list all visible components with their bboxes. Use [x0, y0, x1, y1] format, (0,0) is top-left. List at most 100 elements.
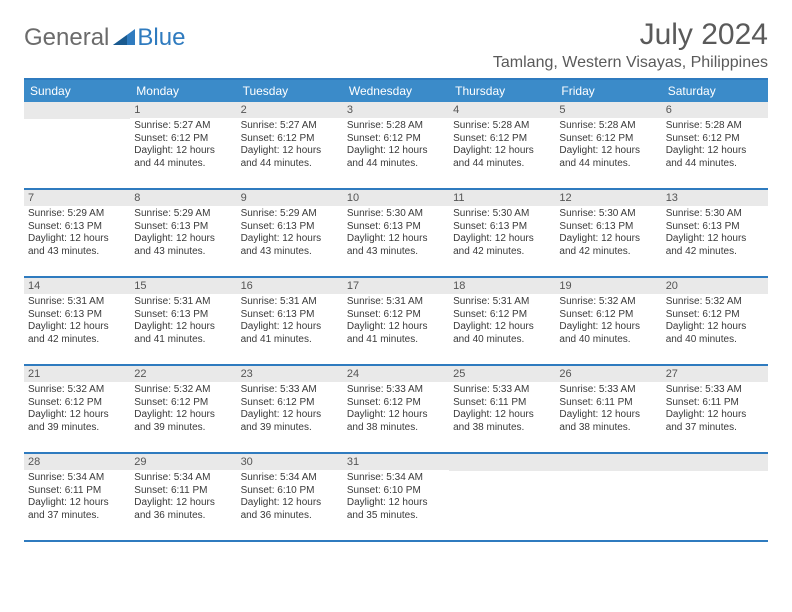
- day-number: 5: [555, 102, 661, 118]
- calendar-day-cell: 30Sunrise: 5:34 AMSunset: 6:10 PMDayligh…: [237, 454, 343, 540]
- daylight-text: Daylight: 12 hours and 43 minutes.: [134, 233, 232, 258]
- calendar-day-cell: 31Sunrise: 5:34 AMSunset: 6:10 PMDayligh…: [343, 454, 449, 540]
- daylight-text: Daylight: 12 hours and 40 minutes.: [559, 321, 657, 346]
- day-number: 13: [662, 190, 768, 206]
- daylight-text: Daylight: 12 hours and 44 minutes.: [347, 145, 445, 170]
- sunset-text: Sunset: 6:11 PM: [559, 397, 657, 410]
- day-number: 26: [555, 366, 661, 382]
- sunrise-text: Sunrise: 5:30 AM: [347, 208, 445, 221]
- daylight-text: Daylight: 12 hours and 41 minutes.: [241, 321, 339, 346]
- day-number: 3: [343, 102, 449, 118]
- calendar-day-cell: 24Sunrise: 5:33 AMSunset: 6:12 PMDayligh…: [343, 366, 449, 452]
- sunrise-text: Sunrise: 5:30 AM: [666, 208, 764, 221]
- day-body: Sunrise: 5:33 AMSunset: 6:12 PMDaylight:…: [237, 382, 343, 438]
- calendar-day-cell: 7Sunrise: 5:29 AMSunset: 6:13 PMDaylight…: [24, 190, 130, 276]
- sunset-text: Sunset: 6:12 PM: [134, 397, 232, 410]
- logo: General Blue: [24, 18, 185, 52]
- day-body: [555, 471, 661, 477]
- day-body: Sunrise: 5:30 AMSunset: 6:13 PMDaylight:…: [343, 206, 449, 262]
- day-number: [449, 454, 555, 471]
- page-subtitle: Tamlang, Western Visayas, Philippines: [493, 54, 768, 72]
- sunrise-text: Sunrise: 5:34 AM: [134, 472, 232, 485]
- calendar-week-row: 28Sunrise: 5:34 AMSunset: 6:11 PMDayligh…: [24, 454, 768, 542]
- sunrise-text: Sunrise: 5:31 AM: [134, 296, 232, 309]
- calendar-day-cell: 11Sunrise: 5:30 AMSunset: 6:13 PMDayligh…: [449, 190, 555, 276]
- sunrise-text: Sunrise: 5:31 AM: [453, 296, 551, 309]
- daylight-text: Daylight: 12 hours and 43 minutes.: [241, 233, 339, 258]
- sunrise-text: Sunrise: 5:32 AM: [666, 296, 764, 309]
- day-number: [24, 102, 130, 119]
- day-number: 11: [449, 190, 555, 206]
- daylight-text: Daylight: 12 hours and 36 minutes.: [241, 497, 339, 522]
- daylight-text: Daylight: 12 hours and 42 minutes.: [453, 233, 551, 258]
- calendar-week-row: 14Sunrise: 5:31 AMSunset: 6:13 PMDayligh…: [24, 278, 768, 366]
- sunset-text: Sunset: 6:13 PM: [241, 221, 339, 234]
- day-body: Sunrise: 5:28 AMSunset: 6:12 PMDaylight:…: [662, 118, 768, 174]
- day-body: Sunrise: 5:31 AMSunset: 6:12 PMDaylight:…: [449, 294, 555, 350]
- weekday-header: Tuesday: [237, 80, 343, 102]
- daylight-text: Daylight: 12 hours and 37 minutes.: [28, 497, 126, 522]
- day-body: Sunrise: 5:34 AMSunset: 6:11 PMDaylight:…: [24, 470, 130, 526]
- calendar-week-row: 7Sunrise: 5:29 AMSunset: 6:13 PMDaylight…: [24, 190, 768, 278]
- day-body: [449, 471, 555, 477]
- daylight-text: Daylight: 12 hours and 42 minutes.: [666, 233, 764, 258]
- daylight-text: Daylight: 12 hours and 37 minutes.: [666, 409, 764, 434]
- daylight-text: Daylight: 12 hours and 44 minutes.: [241, 145, 339, 170]
- sunset-text: Sunset: 6:12 PM: [453, 309, 551, 322]
- sunrise-text: Sunrise: 5:27 AM: [241, 120, 339, 133]
- page-header: General Blue July 2024 Tamlang, Western …: [24, 18, 768, 72]
- day-number: 9: [237, 190, 343, 206]
- day-number: 8: [130, 190, 236, 206]
- calendar-week-row: 1Sunrise: 5:27 AMSunset: 6:12 PMDaylight…: [24, 102, 768, 190]
- day-number: 22: [130, 366, 236, 382]
- calendar-day-cell: 2Sunrise: 5:27 AMSunset: 6:12 PMDaylight…: [237, 102, 343, 188]
- sunset-text: Sunset: 6:12 PM: [666, 309, 764, 322]
- daylight-text: Daylight: 12 hours and 39 minutes.: [241, 409, 339, 434]
- day-number: 28: [24, 454, 130, 470]
- day-number: 12: [555, 190, 661, 206]
- daylight-text: Daylight: 12 hours and 44 minutes.: [134, 145, 232, 170]
- day-body: Sunrise: 5:32 AMSunset: 6:12 PMDaylight:…: [130, 382, 236, 438]
- page-title: July 2024: [493, 18, 768, 52]
- weekday-header: Wednesday: [343, 80, 449, 102]
- sunset-text: Sunset: 6:11 PM: [28, 485, 126, 498]
- daylight-text: Daylight: 12 hours and 36 minutes.: [134, 497, 232, 522]
- sunrise-text: Sunrise: 5:29 AM: [241, 208, 339, 221]
- day-number: 23: [237, 366, 343, 382]
- calendar-day-cell: 28Sunrise: 5:34 AMSunset: 6:11 PMDayligh…: [24, 454, 130, 540]
- sunrise-text: Sunrise: 5:31 AM: [241, 296, 339, 309]
- day-body: Sunrise: 5:30 AMSunset: 6:13 PMDaylight:…: [555, 206, 661, 262]
- daylight-text: Daylight: 12 hours and 40 minutes.: [453, 321, 551, 346]
- day-number: [662, 454, 768, 471]
- day-number: 7: [24, 190, 130, 206]
- daylight-text: Daylight: 12 hours and 42 minutes.: [28, 321, 126, 346]
- day-number: 19: [555, 278, 661, 294]
- calendar-day-cell: 5Sunrise: 5:28 AMSunset: 6:12 PMDaylight…: [555, 102, 661, 188]
- logo-sail-icon: [113, 29, 135, 45]
- sunset-text: Sunset: 6:11 PM: [134, 485, 232, 498]
- sunset-text: Sunset: 6:13 PM: [666, 221, 764, 234]
- day-number: 25: [449, 366, 555, 382]
- calendar-day-cell: 18Sunrise: 5:31 AMSunset: 6:12 PMDayligh…: [449, 278, 555, 364]
- weekday-header: Saturday: [662, 80, 768, 102]
- logo-text-general: General: [24, 24, 109, 52]
- sunset-text: Sunset: 6:12 PM: [347, 397, 445, 410]
- day-number: 31: [343, 454, 449, 470]
- calendar-day-cell: 13 Sunrise: 5:30 AMSunset: 6:13 PMDayligh…: [662, 190, 768, 276]
- calendar-day-cell: 15Sunrise: 5:31 AMSunset: 6:13 PMDayligh…: [130, 278, 236, 364]
- day-number: 21: [24, 366, 130, 382]
- day-number: 14: [24, 278, 130, 294]
- weekday-header-row: Sunday Monday Tuesday Wednesday Thursday…: [24, 80, 768, 102]
- calendar-day-cell: 1Sunrise: 5:27 AMSunset: 6:12 PMDaylight…: [130, 102, 236, 188]
- daylight-text: Daylight: 12 hours and 44 minutes.: [559, 145, 657, 170]
- day-body: Sunrise: 5:30 AMSunset: 6:13 PMDaylight:…: [449, 206, 555, 262]
- calendar-day-cell: 29Sunrise: 5:34 AMSunset: 6:11 PMDayligh…: [130, 454, 236, 540]
- calendar-day-cell: 19Sunrise: 5:32 AMSunset: 6:12 PMDayligh…: [555, 278, 661, 364]
- sunset-text: Sunset: 6:12 PM: [666, 133, 764, 146]
- title-block: July 2024 Tamlang, Western Visayas, Phil…: [493, 18, 768, 72]
- daylight-text: Daylight: 12 hours and 41 minutes.: [347, 321, 445, 346]
- sunset-text: Sunset: 6:13 PM: [28, 221, 126, 234]
- calendar-day-cell: 6Sunrise: 5:28 AMSunset: 6:12 PMDaylight…: [662, 102, 768, 188]
- sunrise-text: Sunrise: 5:33 AM: [559, 384, 657, 397]
- weekday-header: Friday: [555, 80, 661, 102]
